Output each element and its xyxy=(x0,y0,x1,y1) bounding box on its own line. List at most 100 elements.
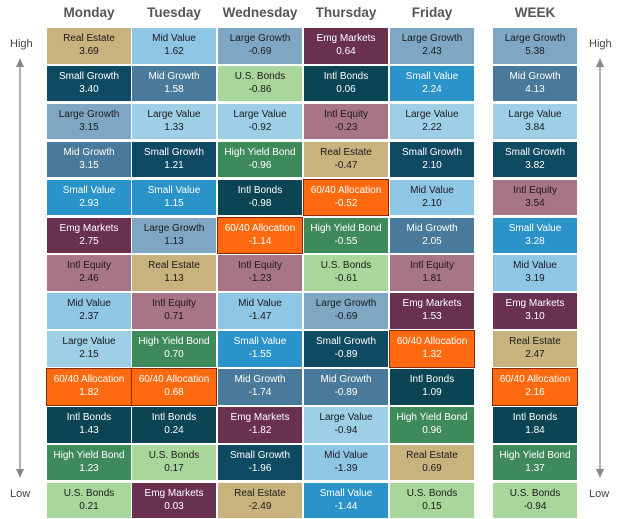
asset-class-label: Mid Value xyxy=(410,184,454,196)
return-value: 3.54 xyxy=(525,197,545,209)
return-value: 1.81 xyxy=(422,273,442,285)
return-cell: Intl Bonds 0.06 xyxy=(303,64,389,103)
return-value: -0.98 xyxy=(248,197,272,209)
asset-class-label: Emg Markets xyxy=(402,298,462,310)
return-cell: Large Value -0.92 xyxy=(217,102,303,141)
return-cell: Real Estate 0.69 xyxy=(389,443,475,482)
return-cell: Emg Markets 1.53 xyxy=(389,292,475,330)
return-cell: Real Estate 2.47 xyxy=(492,330,578,368)
return-value: -0.94 xyxy=(523,500,547,512)
return-value: 5.38 xyxy=(525,46,545,57)
asset-class-label: Intl Equity xyxy=(513,184,557,196)
return-cell: Large Value -0.94 xyxy=(303,406,389,444)
return-value: 0.71 xyxy=(164,311,184,323)
return-value: -0.69 xyxy=(334,311,358,323)
return-cell: 60/40 Allocation 2.16 xyxy=(492,368,578,406)
asset-class-label: Real Estate xyxy=(234,487,286,499)
return-value: 3.10 xyxy=(525,311,545,323)
return-value: -1.39 xyxy=(334,462,358,474)
return-value: 1.82 xyxy=(79,387,99,399)
column-header: Friday xyxy=(411,5,453,20)
asset-class-label: Large Growth xyxy=(58,108,120,120)
return-value: -1.47 xyxy=(248,311,272,323)
return-value: 0.70 xyxy=(164,349,184,361)
asset-class-label: Small Value xyxy=(147,184,201,196)
return-value: -0.96 xyxy=(248,159,272,171)
return-cell: Large Growth 1.13 xyxy=(131,216,217,254)
asset-class-label: Large Growth xyxy=(315,298,377,310)
return-cell: Mid Value 1.62 xyxy=(131,27,217,65)
asset-class-label: 60/40 Allocation xyxy=(499,374,571,386)
asset-class-label: Large Value xyxy=(147,108,201,120)
return-cell: 60/40 Allocation 0.68 xyxy=(131,368,217,406)
asset-class-label: Mid Growth xyxy=(509,70,561,82)
return-value: 2.93 xyxy=(79,197,99,209)
return-value: 3.15 xyxy=(79,159,99,171)
return-value: 2.10 xyxy=(422,159,442,171)
return-cell: U.S. Bonds 0.15 xyxy=(389,481,475,519)
asset-class-label: Intl Equity xyxy=(238,260,282,272)
return-value: 1.62 xyxy=(164,46,184,57)
return-cell: Real Estate 3.69 xyxy=(46,27,132,65)
return-value: 3.84 xyxy=(525,121,545,133)
return-value: -1.23 xyxy=(248,273,272,285)
return-cell: Small Growth 3.82 xyxy=(492,140,578,179)
asset-class-label: Real Estate xyxy=(63,33,115,44)
return-cell: Small Growth -0.89 xyxy=(303,330,389,368)
return-value: 2.37 xyxy=(79,311,99,323)
return-value: -0.55 xyxy=(334,235,358,247)
return-value: 1.09 xyxy=(422,387,442,399)
return-value: 1.33 xyxy=(164,121,184,133)
return-value: 2.47 xyxy=(525,349,545,361)
return-value: 2.10 xyxy=(422,197,442,209)
return-cell: Intl Bonds 1.09 xyxy=(389,368,475,406)
asset-class-label: Large Value xyxy=(233,108,287,120)
asset-class-label: Intl Bonds xyxy=(409,374,455,386)
return-cell: Intl Equity 0.71 xyxy=(131,292,217,330)
asset-class-label: High Yield Bond xyxy=(499,449,571,461)
return-value: -1.14 xyxy=(248,235,272,247)
asset-class-label: Intl Bonds xyxy=(66,412,112,423)
return-value: 0.64 xyxy=(336,46,356,57)
return-cell: Large Growth 2.43 xyxy=(389,27,475,65)
column-header: Monday xyxy=(63,5,115,20)
return-value: 0.96 xyxy=(422,425,442,436)
asset-class-label: High Yield Bond xyxy=(53,449,125,461)
return-value: -1.55 xyxy=(248,349,272,361)
return-value: 1.15 xyxy=(164,197,184,209)
return-cell: Intl Bonds 1.84 xyxy=(492,406,578,444)
asset-class-label: Intl Bonds xyxy=(151,412,197,423)
return-cell: Mid Growth 2.05 xyxy=(389,216,475,254)
return-value: 1.53 xyxy=(422,311,442,323)
return-value: -0.94 xyxy=(334,425,358,436)
asset-class-label: 60/40 Allocation xyxy=(138,374,210,386)
return-cell: Large Growth -0.69 xyxy=(303,292,389,330)
return-cell: Small Growth 2.10 xyxy=(389,140,475,179)
return-value: 1.43 xyxy=(79,425,99,436)
return-cell: Large Growth 5.38 xyxy=(492,27,578,65)
asset-class-label: Small Growth xyxy=(504,146,565,158)
return-cell: Intl Bonds -0.98 xyxy=(217,178,303,217)
return-value: 1.58 xyxy=(164,83,184,95)
asset-class-label: Large Value xyxy=(405,108,459,120)
return-value: 2.15 xyxy=(79,349,99,361)
return-cell: Real Estate 1.13 xyxy=(131,254,217,292)
asset-class-label: Small Growth xyxy=(58,70,119,82)
asset-class-label: Emg Markets xyxy=(316,33,376,44)
return-cell: Small Growth 3.40 xyxy=(46,64,132,103)
return-value: -0.89 xyxy=(334,387,358,399)
return-value: -1.74 xyxy=(248,387,272,399)
asset-class-label: Real Estate xyxy=(406,449,458,461)
high-label-right: High xyxy=(589,38,612,50)
asset-class-label: High Yield Bond xyxy=(310,222,382,234)
return-cell: Mid Growth 1.58 xyxy=(131,64,217,103)
asset-class-label: U.S. Bonds xyxy=(320,260,372,272)
asset-class-label: Intl Bonds xyxy=(512,412,558,423)
asset-class-label: Large Growth xyxy=(401,33,463,44)
return-cell: Intl Equity 1.81 xyxy=(389,254,475,292)
return-cell: Small Value 3.28 xyxy=(492,216,578,254)
return-cell: 60/40 Allocation 1.82 xyxy=(46,368,132,406)
return-cell: Intl Equity -0.23 xyxy=(303,102,389,141)
asset-class-label: Small Growth xyxy=(143,146,204,158)
column-header: WEEK xyxy=(514,5,556,20)
